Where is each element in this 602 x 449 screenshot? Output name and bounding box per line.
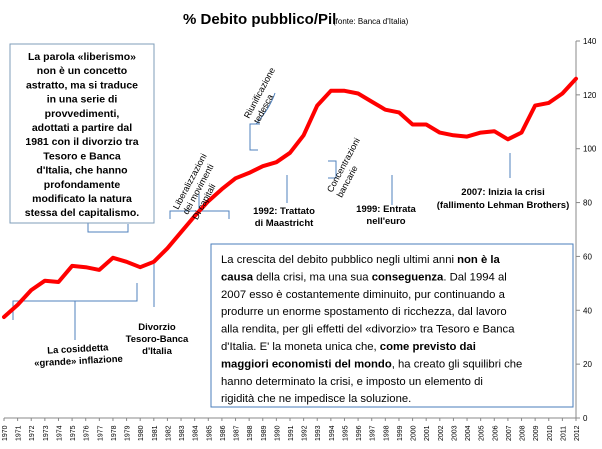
- x-tick-label: 1977: [97, 425, 104, 441]
- x-tick-label: 1979: [125, 425, 132, 441]
- liberismo-text-line: Tesoro e Banca: [43, 150, 121, 162]
- divorzio-label-line: Tesoro-Banca: [126, 334, 189, 345]
- x-tick-label: 1999: [397, 425, 404, 441]
- x-tick-label: 1982: [165, 425, 172, 441]
- x-tick-label: 2000: [411, 425, 418, 441]
- x-tick-label: 2006: [492, 425, 499, 441]
- x-tick-label: 1996: [356, 425, 363, 441]
- crisi-label: 2007: Inizia la crisi (fallimento Lehman …: [437, 187, 570, 211]
- liberismo-text-line: modificato la natura: [32, 193, 132, 205]
- liberismo-text-line: 1981 con il divorzio tra: [25, 136, 138, 148]
- y-tick-label: 80: [583, 199, 592, 208]
- main-paragraph-segment: . Dal 1994 al: [443, 271, 506, 283]
- x-tick-label: 1970: [2, 425, 9, 441]
- x-tick-label: 1980: [138, 425, 145, 441]
- main-paragraph-segment: hanno determinato la crisi, e imposto un…: [221, 376, 483, 388]
- main-paragraph-segment: non è la: [457, 254, 500, 266]
- y-tick-label: 140: [583, 37, 597, 46]
- x-tick-label: 1994: [329, 425, 336, 441]
- x-tick-label: 1983: [179, 425, 186, 441]
- liberismo-text-line: adottati a partire dal: [32, 122, 132, 134]
- x-tick-label: 1984: [193, 425, 200, 441]
- x-tick-label: 2011: [560, 426, 567, 441]
- crisi-label-line: 2007: Inizia la crisi: [461, 187, 544, 198]
- maastricht-label-line: 1992: Trattato: [253, 206, 315, 217]
- liberismo-text-line: non è un concetto: [37, 65, 127, 77]
- x-tick-label: 1986: [220, 425, 227, 441]
- y-tick-label: 60: [583, 252, 592, 261]
- x-tick-label: 1971: [16, 425, 23, 441]
- main-paragraph-segment: , ha creato gli squilibri che: [392, 358, 523, 370]
- x-tick-label: 2012: [574, 425, 581, 441]
- x-tick-label: 1995: [342, 425, 349, 441]
- x-tick-label: 2008: [520, 425, 527, 441]
- main-paragraph-segment: produrre un enorme spostamento di ricche…: [221, 306, 507, 318]
- main-paragraph-segment: 2007 esso è costantemente diminuito, pur…: [221, 289, 506, 301]
- main-paragraph-segment: maggiori economisti del mondo: [221, 358, 392, 370]
- main-paragraph: La crescita del debito pubblico negli ul…: [221, 254, 522, 405]
- liberismo-text-line: profondamente: [44, 179, 121, 191]
- x-tick-label: 1976: [84, 425, 91, 441]
- concentrazioni-label: Concentrazionibancarie: [325, 136, 372, 199]
- liberismo-text-line: in una serie di: [47, 94, 118, 106]
- x-tick-label: 2001: [424, 425, 431, 441]
- x-tick-label: 1972: [29, 425, 36, 441]
- x-tick-label: 1975: [70, 425, 77, 441]
- x-tick-label: 1990: [274, 425, 281, 441]
- chart-title: % Debito pubblico/Pil: [183, 11, 336, 28]
- x-tick-label: 2010: [547, 425, 554, 441]
- x-tick-label: 1988: [247, 425, 254, 441]
- x-tick-label: 1981: [152, 425, 159, 441]
- main-paragraph-segment: La crescita del debito pubblico negli ul…: [221, 254, 457, 266]
- x-tick-label: 2005: [479, 425, 486, 441]
- x-tick-label: 1991: [288, 425, 295, 441]
- x-tick-label: 1997: [370, 425, 377, 441]
- main-paragraph-segment: conseguenza: [372, 271, 444, 283]
- euro-label-line: nell'euro: [366, 216, 405, 227]
- y-tick-label: 40: [583, 306, 592, 315]
- euro-label-line: 1999: Entrata: [356, 204, 416, 215]
- maastricht-label-line: di Maastricht: [255, 218, 314, 229]
- main-paragraph-segment: alla rendita, per gli effetti del «divor…: [221, 324, 515, 336]
- chart-subtitle: (fonte: Banca d'Italia): [333, 17, 409, 26]
- x-tick-label: 2003: [451, 425, 458, 441]
- divorzio-label-line: Divorzio: [138, 322, 176, 333]
- x-tick-label: 1989: [261, 425, 268, 441]
- liberismo-text-line: astratto, ma si traduce: [26, 79, 138, 91]
- main-paragraph-segment: come previsto dai: [380, 341, 476, 353]
- y-tick-label: 120: [583, 91, 597, 100]
- x-tick-label: 1973: [43, 425, 50, 441]
- y-tick-label: 100: [583, 145, 597, 154]
- divorzio-label-line: d'Italia: [142, 346, 172, 357]
- x-tick-label: 1978: [111, 425, 118, 441]
- main-paragraph-segment: della crisi, ma una sua: [253, 271, 372, 283]
- y-tick-label: 20: [583, 360, 592, 369]
- x-tick-label: 1974: [56, 425, 63, 441]
- liberismo-text-line: stessa del capitalismo.: [25, 207, 139, 219]
- x-tick-label: 1987: [234, 425, 241, 441]
- crisi-label-line: (fallimento Lehman Brothers): [437, 200, 570, 211]
- main-paragraph-segment: causa: [221, 271, 254, 283]
- x-tick-label: 2002: [438, 425, 445, 441]
- x-tick-label: 2007: [506, 425, 513, 441]
- liberismo-text-line: d'Italia, che hanno: [36, 165, 127, 177]
- x-tick-label: 1985: [206, 425, 213, 441]
- x-tick-label: 1998: [383, 425, 390, 441]
- y-tick-label: 0: [583, 414, 588, 423]
- inflazione-label: La cosiddetta«grande» inflazione: [33, 342, 123, 370]
- x-tick-label: 2009: [533, 425, 540, 441]
- x-tick-label: 1993: [315, 425, 322, 441]
- x-tick-label: 2004: [465, 425, 472, 441]
- riunificazione-label: Riunificazionetedesca: [242, 66, 287, 125]
- main-paragraph-segment: rigidità che ne impedisce la soluzione.: [221, 393, 411, 405]
- liberismo-text-line: La parola «liberismo»: [28, 51, 136, 63]
- x-tick-label: 1992: [302, 425, 309, 441]
- main-paragraph-segment: d'Italia. E' la moneta unica che,: [221, 341, 380, 353]
- liberismo-text-line: provvedimenti,: [45, 108, 120, 120]
